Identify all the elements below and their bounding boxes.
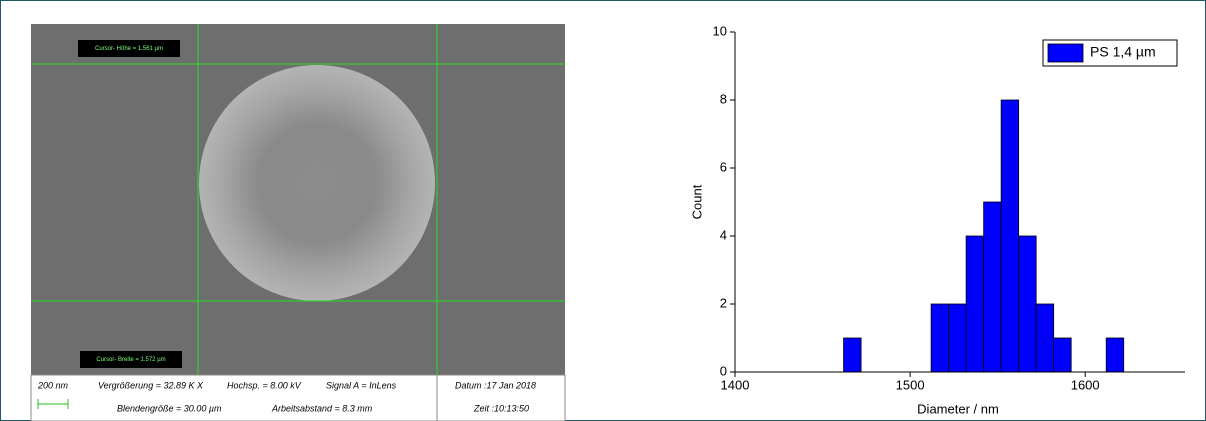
bar [984, 202, 1002, 372]
cursor-width: Cursor- Breite = 1.572 µm [96, 357, 165, 363]
working-distance: Arbeitsabstand = 8.3 mm [271, 403, 373, 413]
particle [199, 65, 435, 301]
time: Zeit :10:13:50 [473, 403, 529, 413]
x-tick-label: 1400 [721, 377, 750, 392]
x-tick-label: 1600 [1071, 377, 1100, 392]
y-tick-label: 8 [720, 91, 727, 106]
magnification: Vergrößerung = 32.89 K X [98, 380, 204, 390]
voltage: Hochsp. = 8.00 kV [227, 380, 302, 390]
bar [966, 236, 984, 372]
y-axis-label: Count [689, 184, 704, 219]
figure: Cursor- Höhe = 1.561 µm Cursor- Breite =… [0, 0, 1206, 421]
y-tick-label: 6 [720, 159, 727, 174]
legend-swatch [1048, 44, 1083, 62]
x-axis-label: Diameter / nm [917, 401, 999, 416]
page: {"sem_image": { "cursor_height": "Cursor… [0, 0, 1206, 421]
date: Datum :17 Jan 2018 [455, 380, 536, 390]
bar [844, 338, 862, 372]
bar [1001, 100, 1019, 372]
bar [931, 304, 949, 372]
legend-label: PS 1,4 µm [1090, 44, 1156, 60]
bar [949, 304, 967, 372]
signal: Signal A = InLens [326, 380, 397, 390]
y-tick-label: 2 [720, 295, 727, 310]
bar [1106, 338, 1124, 372]
scale-bar-label: 200 nm [37, 380, 69, 390]
bar [1054, 338, 1072, 372]
cursor-height: Cursor- Höhe = 1.561 µm [95, 46, 163, 52]
y-tick-label: 10 [713, 23, 727, 38]
x-tick-label: 1500 [896, 377, 925, 392]
aperture: Blendengröße = 30.00 µm [117, 403, 222, 413]
bar [1036, 304, 1054, 372]
y-tick-label: 0 [720, 363, 727, 378]
bar [1019, 236, 1037, 372]
y-tick-label: 4 [720, 227, 727, 242]
